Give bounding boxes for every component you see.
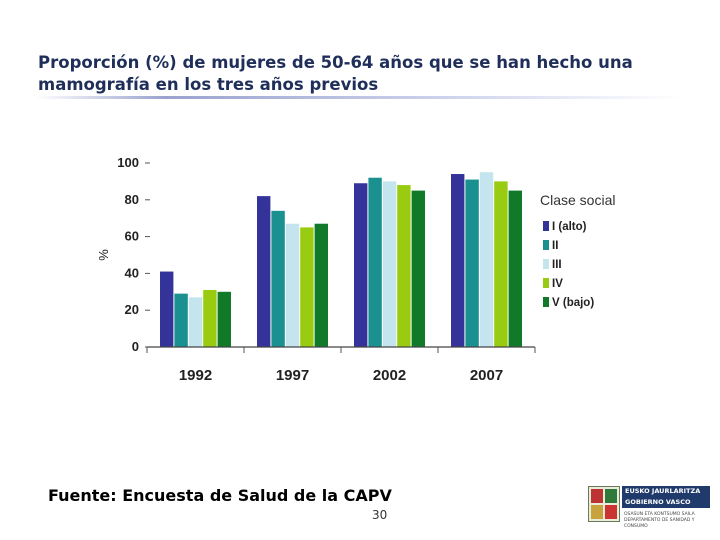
bar	[300, 227, 314, 347]
coat-of-arms-icon	[588, 486, 620, 522]
legend-swatch	[543, 297, 549, 307]
legend-entry: II	[552, 240, 558, 252]
logo-sub-1: OSASUN ETA KONTSUMO SAILA	[624, 512, 695, 517]
legend-swatch	[543, 259, 549, 269]
legend-entry: V (bajo)	[552, 297, 594, 309]
bar	[508, 190, 522, 347]
legend-entry: III	[552, 259, 562, 271]
x-tick-label: 2002	[373, 367, 406, 384]
bar	[271, 210, 285, 347]
x-axis: 1992 1997 2002 2007	[146, 346, 536, 384]
bar	[397, 185, 411, 347]
legend-swatch	[543, 221, 549, 231]
legend-entry: IV	[552, 278, 563, 290]
legend-swatch	[543, 240, 549, 250]
bars	[160, 172, 522, 347]
y-tick-label: 0	[132, 339, 139, 354]
bar	[451, 174, 465, 347]
logo-subtext: OSASUN ETA KONTSUMO SAILA DEPARTAMENTO D…	[624, 512, 710, 530]
legend-title: Clase social	[540, 192, 615, 208]
bar	[411, 190, 425, 347]
bar	[494, 181, 508, 347]
y-tick-label: 80	[125, 192, 139, 207]
x-tick-label: 1992	[179, 367, 212, 384]
logo-band: EUSKO JAURLARITZA GOBIERNO VASCO	[622, 486, 710, 508]
bar	[203, 289, 217, 347]
x-tick-label: 1997	[276, 367, 309, 384]
legend-swatch	[543, 278, 549, 288]
bar	[382, 181, 397, 347]
y-axis: 0 20 40 60 80 100%	[96, 155, 150, 354]
bar	[257, 196, 271, 347]
legend-entry: I (alto)	[552, 221, 587, 233]
y-tick-label: 40	[125, 265, 139, 280]
x-tick-label: 2007	[470, 367, 503, 384]
y-tick-label: 60	[125, 229, 139, 244]
logo-line-2: GOBIERNO VASCO	[625, 498, 691, 506]
bar	[188, 297, 203, 347]
bar	[160, 271, 174, 347]
page-number: 30	[372, 508, 388, 522]
bar	[479, 172, 494, 347]
y-axis-label: %	[96, 249, 111, 261]
title-underline	[36, 96, 681, 99]
bar	[314, 223, 328, 347]
logo-sub-2: DEPARTAMENTO DE SANIDAD Y CONSUMO	[624, 518, 695, 529]
gobierno-vasco-logo: EUSKO JAURLARITZA GOBIERNO VASCO OSASUN …	[588, 484, 712, 536]
bar	[285, 223, 300, 347]
bar	[368, 177, 382, 347]
logo-line-1: EUSKO JAURLARITZA	[625, 487, 701, 495]
bar	[174, 293, 188, 347]
bar	[465, 179, 479, 347]
y-tick-label: 100	[117, 155, 139, 170]
y-tick-label: 20	[125, 302, 139, 317]
slide-title: Proporción (%) de mujeres de 50-64 años …	[38, 53, 633, 94]
bar	[354, 183, 368, 347]
source-note: Fuente: Encuesta de Salud de la CAPV	[48, 486, 392, 505]
bar	[217, 291, 231, 347]
